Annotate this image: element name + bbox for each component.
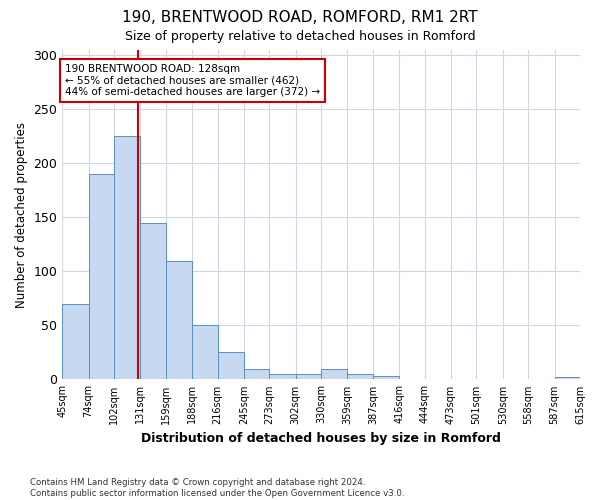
Bar [269,374,296,380]
Y-axis label: Number of detached properties: Number of detached properties [15,122,28,308]
Bar [321,368,347,380]
X-axis label: Distribution of detached houses by size in Romford: Distribution of detached houses by size … [141,432,501,445]
Bar [244,368,269,380]
Bar [192,326,218,380]
Bar [296,374,321,380]
Bar [62,304,89,380]
Text: 190, BRENTWOOD ROAD, ROMFORD, RM1 2RT: 190, BRENTWOOD ROAD, ROMFORD, RM1 2RT [122,10,478,25]
Text: Contains HM Land Registry data © Crown copyright and database right 2024.
Contai: Contains HM Land Registry data © Crown c… [30,478,404,498]
Bar [218,352,244,380]
Bar [140,223,166,380]
Bar [114,136,140,380]
Text: 190 BRENTWOOD ROAD: 128sqm
← 55% of detached houses are smaller (462)
44% of sem: 190 BRENTWOOD ROAD: 128sqm ← 55% of deta… [65,64,320,97]
Bar [373,376,399,380]
Bar [554,378,580,380]
Bar [347,374,373,380]
Bar [166,260,192,380]
Text: Size of property relative to detached houses in Romford: Size of property relative to detached ho… [125,30,475,43]
Bar [89,174,114,380]
